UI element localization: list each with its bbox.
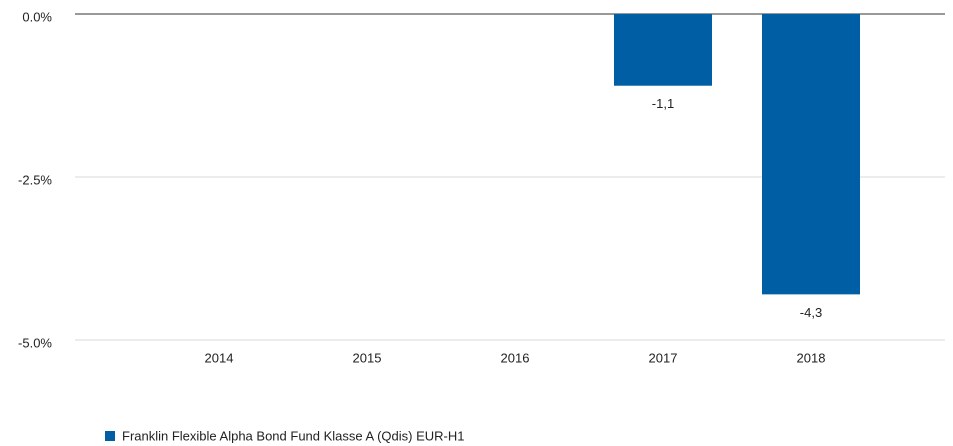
y-tick-label: -2.5% <box>18 172 52 187</box>
x-tick-label: 2017 <box>649 350 678 365</box>
bar <box>614 14 712 86</box>
legend-swatch <box>105 431 115 441</box>
x-tick-label: 2018 <box>797 350 826 365</box>
legend-label: Franklin Flexible Alpha Bond Fund Klasse… <box>122 428 465 443</box>
y-tick-label: 0.0% <box>22 9 52 24</box>
data-label: -4,3 <box>800 305 822 320</box>
x-tick-label: 2015 <box>353 350 382 365</box>
bar <box>762 14 860 295</box>
data-label: -1,1 <box>652 96 674 111</box>
y-tick-label: -5.0% <box>18 335 52 350</box>
x-tick-label: 2016 <box>501 350 530 365</box>
x-tick-label: 2014 <box>205 350 234 365</box>
